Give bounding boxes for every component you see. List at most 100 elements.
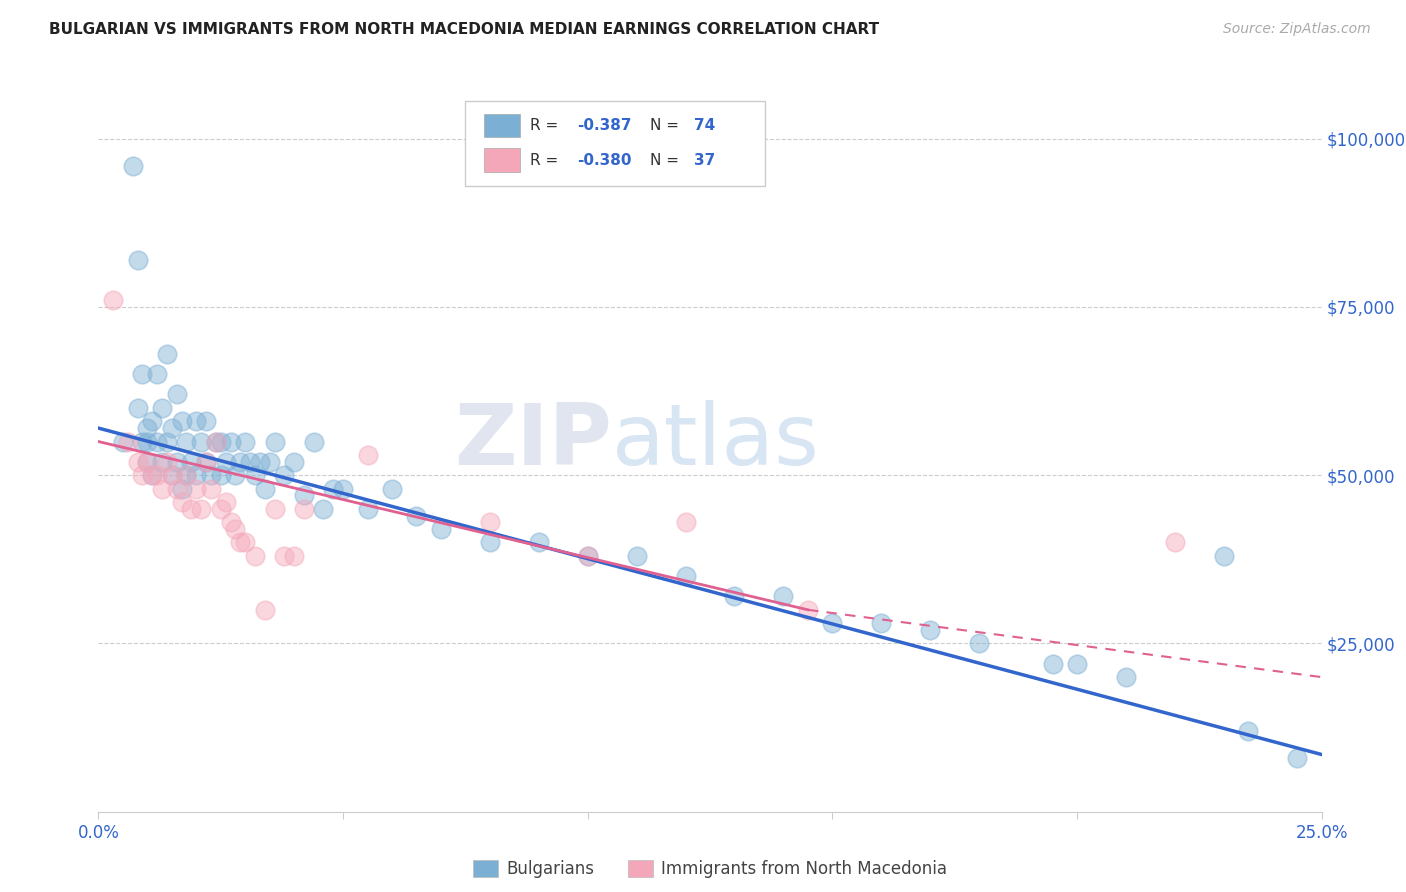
Point [224, 468, 246, 483]
Point [478, 535, 501, 549]
Point [160, 468, 183, 483]
Point [576, 549, 599, 563]
Text: N =: N = [650, 118, 683, 133]
Point [176, 468, 198, 483]
Point [870, 616, 893, 631]
Point [209, 501, 232, 516]
Point [200, 482, 222, 496]
Point [166, 455, 188, 469]
Point [117, 434, 139, 449]
FancyBboxPatch shape [465, 101, 765, 186]
Point [180, 501, 202, 516]
Point [263, 434, 285, 449]
Point [1115, 670, 1137, 684]
Text: -0.380: -0.380 [576, 153, 631, 168]
Point [190, 434, 212, 449]
Point [150, 482, 173, 496]
Point [170, 495, 193, 509]
Point [131, 368, 153, 382]
Point [209, 434, 232, 449]
Point [259, 455, 281, 469]
Point [292, 501, 315, 516]
Text: -0.387: -0.387 [576, 118, 631, 133]
Point [101, 293, 124, 308]
Point [200, 468, 222, 483]
Point [190, 501, 212, 516]
Text: ZIP: ZIP [454, 400, 612, 483]
Point [170, 414, 193, 428]
FancyBboxPatch shape [484, 113, 520, 137]
Point [356, 501, 378, 516]
Point [233, 434, 256, 449]
Point [920, 623, 942, 637]
Point [195, 455, 218, 469]
Point [166, 482, 188, 496]
Point [176, 468, 198, 483]
Point [253, 482, 276, 496]
Point [146, 368, 169, 382]
Point [273, 549, 295, 563]
Point [209, 468, 232, 483]
Text: R =: R = [530, 153, 564, 168]
Point [205, 434, 228, 449]
Point [156, 434, 179, 449]
Point [243, 549, 266, 563]
Point [219, 516, 242, 530]
Point [239, 455, 262, 469]
Point [131, 468, 153, 483]
Text: 74: 74 [695, 118, 716, 133]
Point [249, 455, 271, 469]
Point [273, 468, 295, 483]
Point [136, 421, 159, 435]
Point [405, 508, 427, 523]
Point [205, 434, 228, 449]
Point [160, 468, 183, 483]
Legend: Bulgarians, Immigrants from North Macedonia: Bulgarians, Immigrants from North Macedo… [467, 854, 953, 885]
Point [186, 468, 208, 483]
Point [1042, 657, 1064, 671]
Text: BULGARIAN VS IMMIGRANTS FROM NORTH MACEDONIA MEDIAN EARNINGS CORRELATION CHART: BULGARIAN VS IMMIGRANTS FROM NORTH MACED… [49, 22, 879, 37]
Point [156, 347, 179, 361]
Point [214, 495, 236, 509]
Point [675, 516, 697, 530]
Point [797, 603, 820, 617]
Point [576, 549, 599, 563]
Point [675, 569, 697, 583]
Point [146, 468, 169, 483]
Point [224, 522, 246, 536]
Point [150, 401, 173, 415]
Point [283, 549, 305, 563]
Point [356, 448, 378, 462]
Point [1212, 549, 1234, 563]
Point [166, 387, 188, 401]
Point [723, 590, 745, 604]
Text: R =: R = [530, 118, 564, 133]
Point [263, 501, 285, 516]
Point [186, 414, 208, 428]
Point [176, 434, 198, 449]
Point [332, 482, 354, 496]
Point [141, 468, 163, 483]
Point [283, 455, 305, 469]
Point [195, 414, 218, 428]
Point [186, 482, 208, 496]
Point [136, 455, 159, 469]
Point [381, 482, 404, 496]
Point [430, 522, 453, 536]
Point [136, 455, 159, 469]
Point [214, 455, 236, 469]
Point [127, 401, 149, 415]
Point [146, 434, 169, 449]
Point [626, 549, 648, 563]
Point [1066, 657, 1088, 671]
Point [243, 468, 266, 483]
Point [127, 252, 149, 267]
Point [219, 434, 242, 449]
Point [478, 516, 501, 530]
Point [821, 616, 844, 631]
Point [302, 434, 325, 449]
Text: atlas: atlas [612, 400, 820, 483]
Point [312, 501, 335, 516]
Point [121, 159, 143, 173]
Point [180, 455, 202, 469]
